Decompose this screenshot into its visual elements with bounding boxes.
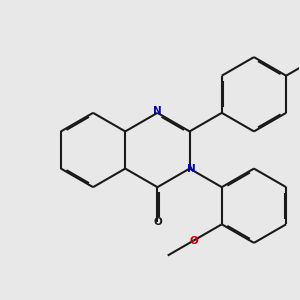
Text: N: N: [187, 164, 196, 174]
Text: O: O: [153, 218, 162, 227]
Text: N: N: [153, 106, 162, 116]
Text: O: O: [189, 236, 198, 246]
